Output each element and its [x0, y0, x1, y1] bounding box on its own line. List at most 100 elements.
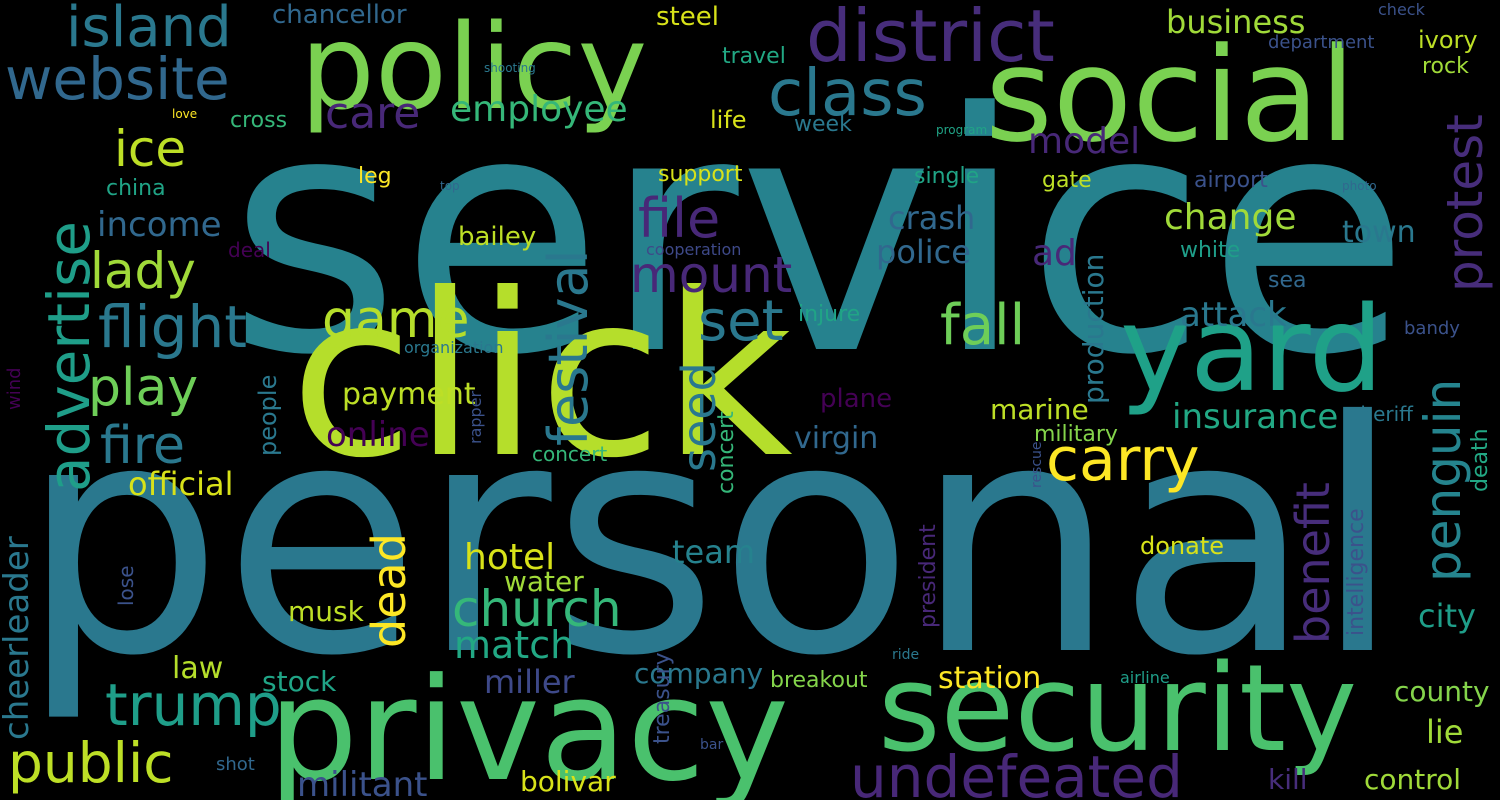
word-carry: carry — [1046, 425, 1200, 495]
word-attack: attack — [1180, 295, 1287, 335]
word-intelligence: death — [1468, 428, 1493, 492]
word-fall: fall — [940, 293, 1026, 358]
word-public: public — [8, 731, 174, 795]
word-security: security — [878, 640, 1358, 779]
word-rapper: organization — [404, 338, 504, 357]
word-team: team — [672, 533, 756, 571]
word-employee: employee — [450, 89, 628, 130]
word-rock: rock — [1422, 54, 1469, 79]
word-musk: musk — [288, 595, 364, 628]
word-stock: stock — [262, 665, 337, 698]
word-click: click — [290, 246, 793, 508]
word-hotel: hotel — [464, 537, 556, 578]
word-play: play — [88, 358, 199, 418]
word-church: church — [452, 580, 622, 638]
word-mount: mount — [630, 246, 793, 304]
word-concert: concert — [714, 411, 739, 494]
word-ride: rescue — [1029, 441, 1045, 488]
word-cooperation: cooperation — [646, 240, 742, 259]
word-model: model — [1028, 121, 1141, 162]
word-miller: miller — [484, 663, 575, 701]
word-policy: policy — [300, 0, 648, 136]
word-rescue: rapper — [466, 390, 485, 444]
word-ad: ad — [1032, 233, 1077, 274]
word-injure: injure — [798, 302, 861, 327]
word-chancellor: chancellor — [272, 0, 407, 30]
word-wind: lose — [114, 565, 138, 606]
word-white: white — [1180, 238, 1241, 263]
word-photo: top — [440, 179, 460, 193]
word-people: people — [254, 374, 282, 456]
word-law: law — [172, 651, 224, 686]
word-treasury: airline — [1120, 668, 1170, 687]
word-airport: airport — [1194, 168, 1268, 193]
word-personal: personal — [20, 354, 1402, 726]
word-company: company — [634, 657, 764, 690]
word-official: official — [128, 465, 234, 503]
word-plane: plane — [820, 384, 893, 414]
word-department: check — [1378, 0, 1425, 19]
word-station: station — [938, 661, 1042, 696]
word-cross: cross — [230, 108, 288, 133]
word-kill: kill — [1268, 763, 1308, 796]
word-shot: bar — [700, 737, 724, 753]
word-online: online — [326, 415, 430, 455]
word-virgin: virgin — [794, 421, 879, 456]
word-island: island — [66, 0, 232, 60]
word-cheerleader: cheerleader — [0, 536, 37, 740]
word-website: website — [5, 45, 230, 113]
word-trump: trump — [105, 671, 282, 739]
word-bandy: sheriff — [1350, 402, 1413, 426]
word-lose: shot — [216, 754, 255, 775]
word-president: intelligence — [1344, 508, 1369, 636]
word-travel: travel — [722, 44, 786, 69]
word-payment: payment — [342, 377, 476, 412]
word-business: business — [1166, 3, 1306, 41]
word-donate: donate — [1140, 532, 1225, 560]
word-program: love — [172, 107, 198, 121]
word-militant: militant — [297, 765, 428, 800]
word-bar: treasury — [650, 652, 675, 744]
word-class: class — [768, 57, 927, 131]
word-social: social — [985, 19, 1356, 171]
word-production: production — [1077, 253, 1110, 404]
word-income: income — [97, 205, 222, 245]
word-sheriff: military — [1034, 422, 1118, 447]
word-death: bandy — [1404, 318, 1460, 339]
word-service: service — [228, 43, 1411, 427]
word-marine: marine — [990, 393, 1089, 426]
word-county: county — [1394, 675, 1490, 708]
word-sea: sea — [1268, 268, 1307, 293]
word-yard: yard — [1120, 280, 1384, 418]
word-district: district — [806, 0, 1055, 78]
word-advertise: advertise — [35, 221, 103, 492]
word-file: file — [638, 187, 721, 250]
word-change: change — [1164, 197, 1297, 238]
word-life: life — [710, 106, 747, 134]
word-feature: photo — [1342, 179, 1377, 193]
word-undefeated: undefeated — [850, 743, 1183, 800]
word-military: concert — [532, 442, 608, 466]
word-check: ride — [892, 647, 920, 663]
word-breakout: president — [916, 524, 941, 628]
word-insurance: insurance — [1172, 397, 1339, 437]
word-steel: steel — [656, 2, 719, 32]
word-bailey: bailey — [458, 222, 537, 252]
word-support: support — [658, 162, 743, 187]
word-penguin: penguin — [1414, 378, 1472, 582]
word-gate: gate — [1042, 168, 1092, 193]
word-dead: dead — [362, 533, 416, 648]
word-privacy: privacy — [268, 648, 790, 800]
word-organization: wind — [4, 367, 25, 410]
word-deal: deal — [228, 238, 271, 262]
word-festival: festival — [537, 249, 600, 446]
word-flight: flight — [98, 293, 247, 361]
word-water: water — [504, 565, 584, 598]
word-crash: crash — [888, 199, 976, 237]
word-match: match — [454, 623, 575, 667]
word-protest: protest — [1436, 114, 1494, 292]
word-china: china — [106, 176, 166, 201]
word-lady: lady — [90, 242, 196, 300]
word-shooting: department — [1268, 32, 1375, 53]
